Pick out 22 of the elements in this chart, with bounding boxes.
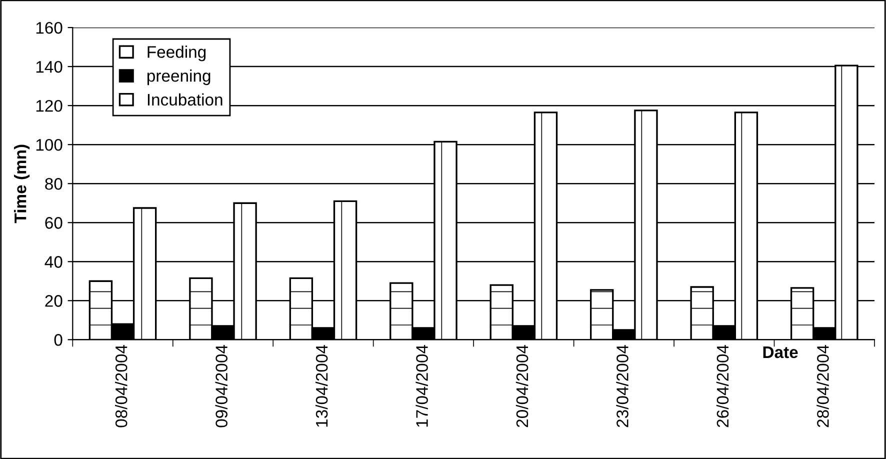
legend-label: preening [147,70,210,86]
y-tick-label: 160 [36,22,62,34]
y-tick-label: 20 [45,295,62,307]
y-tick-label: 120 [36,100,62,112]
y-tick-label: 140 [36,60,62,73]
legend-label: Feeding [148,46,206,62]
x-tick-label: 26/04/2004 [716,345,729,428]
x-axis-title: Date [763,346,798,358]
y-tick-label: 60 [45,217,62,229]
y-tick-label: 40 [44,256,62,268]
legend-label: Incubation [148,93,222,106]
y-axis-title: Time (mn) [14,144,30,224]
x-tick-label: 09/04/2004 [215,345,228,428]
y-tick-label: 80 [45,178,62,190]
x-tick-label: 08/04/2004 [115,345,128,428]
y-tick-label: 100 [36,138,62,151]
x-tick-label: 20/04/2004 [516,345,528,428]
y-tick-label: 0 [54,334,62,346]
x-tick-label: 17/04/2004 [416,345,428,427]
x-tick-label: 28/04/2004 [816,345,829,428]
x-tick-label: 23/04/2004 [616,345,628,428]
x-tick-label: 13/04/2004 [315,345,328,427]
